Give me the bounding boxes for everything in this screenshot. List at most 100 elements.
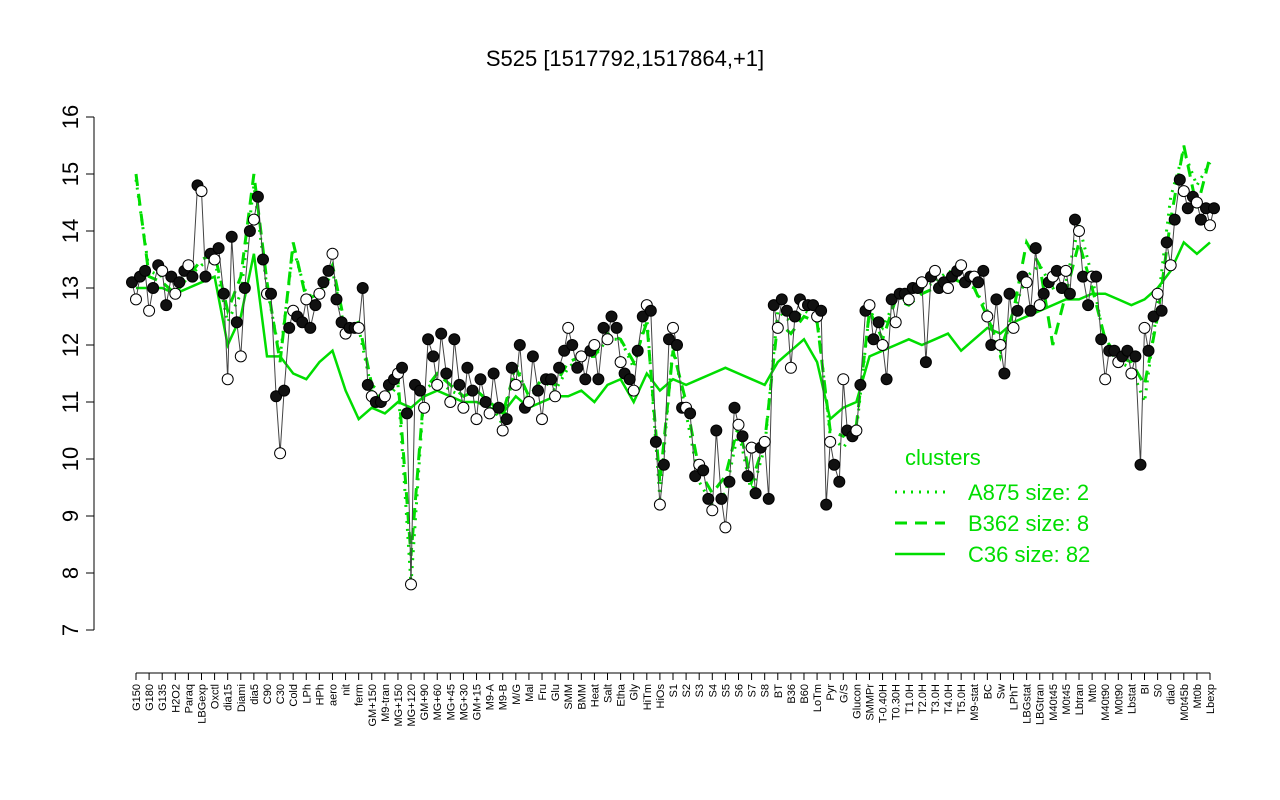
x-tick-label: C90 [262,684,274,704]
data-point [156,264,169,277]
data-point [657,458,670,471]
data-point [955,259,968,272]
data-point [758,435,771,448]
x-tick-label: LBGtran [1035,684,1047,725]
x-tick-label: LBGexp [196,684,208,724]
data-point [592,373,605,386]
data-point [300,293,313,306]
data-point [545,373,558,386]
data-point [440,367,453,380]
data-point [850,424,863,437]
x-tick-label: M0t90 [1113,684,1125,715]
y-tick-label: 12 [58,333,83,357]
data-point [356,282,369,294]
data-point [575,350,588,363]
data-point [270,390,283,403]
data-point [566,339,579,351]
legend-entry: B362 size: 8 [968,511,1089,536]
x-tick-label: M40t90 [1100,684,1112,721]
x-tick-label: Mt0b [1192,684,1204,708]
data-point [702,492,715,505]
data-point [147,282,160,294]
data-point [251,190,264,203]
data-point [1003,287,1016,300]
data-point [1208,202,1220,215]
data-point [549,390,562,403]
y-tick-label: 15 [58,162,83,186]
data-point [1073,225,1085,237]
data-point [990,293,1003,306]
data-point [173,276,186,289]
x-axis: G150 G180 G135 H2O2 Paraq LBGexp Oxctl dia15 Dia… [131,672,1217,727]
data-point [1069,213,1081,226]
x-tick-label: MG+60 [432,684,444,720]
data-point [833,475,846,488]
x-tick-label: S2 [681,684,693,697]
data-point [444,396,457,408]
x-tick-label: LPh [301,684,313,704]
data-point [885,293,898,306]
x-tick-label: ferm [354,684,366,706]
data-point [1011,304,1024,317]
data-point [863,299,876,312]
x-tick-label: T4.0H [943,684,955,714]
data-point [536,413,548,426]
data-point [889,316,902,329]
data-point [522,396,535,408]
chart-title: S525 [1517792,1517864,+1] [486,46,764,71]
data-point [824,435,837,448]
data-point [212,242,225,255]
data-point [663,333,675,346]
x-tick-label: S3 [694,684,706,697]
data-point [431,378,444,391]
data-point [719,521,732,534]
data-point [487,367,500,380]
data-point [710,424,723,437]
data-point [479,396,492,408]
data-point [1190,196,1203,209]
x-tick-label: BI [1140,684,1152,694]
x-tick-label: Etha [616,683,628,707]
x-tick-label: Glu [550,684,562,701]
data-point [697,464,710,477]
x-tick-label: GM+150 [367,684,379,727]
x-tick-label: Lbtran [1074,684,1086,715]
x-tick-label: BMM [576,684,588,710]
data-point [605,310,618,323]
data-point [649,435,662,448]
data-point [715,492,728,505]
x-tick-label: M9-A [485,683,497,710]
data-point [1125,367,1138,380]
x-tick-label: Fru [537,684,549,701]
data-point [427,350,440,363]
data-point [684,407,697,420]
x-tick-label: S6 [733,684,745,697]
x-tick-label: dia15 [223,684,235,711]
data-point [309,299,322,312]
x-tick-label: SMM [563,684,575,710]
data-point [265,287,277,300]
data-point [160,299,173,312]
x-tick-label: T3.0H [930,684,942,714]
data-point [532,384,544,397]
data-point [623,373,636,386]
data-point [553,361,566,374]
x-tick-label: LPhT [1009,684,1021,711]
x-tick-label: Glucon [851,684,863,719]
x-tick-label: M0t45b [1179,684,1191,721]
data-point [143,304,156,317]
data-point [972,276,985,289]
x-tick-label: GM+90 [419,684,431,720]
data-point [492,401,505,414]
y-tick-label: 7 [58,624,83,636]
x-tick-label: dia5 [249,684,261,705]
x-tick-label: Mal [524,684,536,702]
data-point [500,413,513,426]
x-tick-label: Lbstat [1126,684,1138,714]
data-point [784,361,797,374]
data-point [1155,304,1168,317]
x-tick-label: MG+30 [458,684,470,720]
x-tick-label: M0t45 [1061,684,1073,715]
data-point [671,339,683,351]
